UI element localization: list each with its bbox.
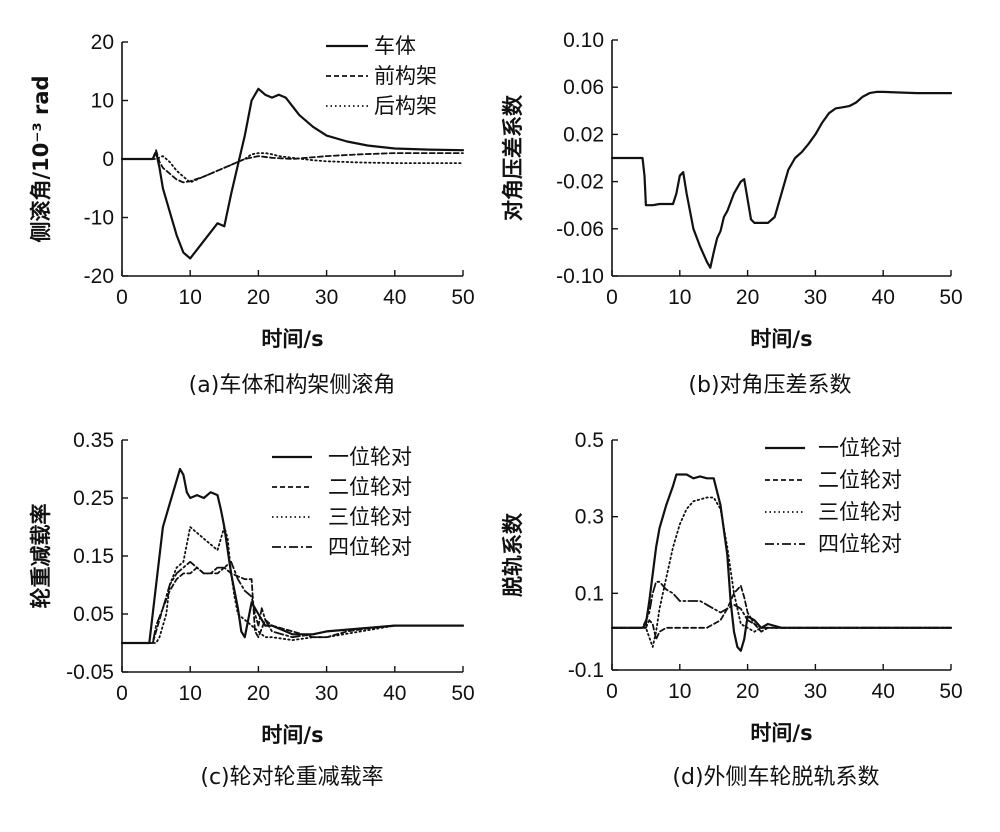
legend-label: 二位轮对 <box>328 475 412 499</box>
series-line-1 <box>120 467 465 645</box>
y-tick-label: 0.02 <box>563 123 604 146</box>
legend-label: 车体 <box>374 34 416 58</box>
x-tick-label: 50 <box>939 680 962 703</box>
x-tick-label: 30 <box>804 286 827 309</box>
x-tick-label: 50 <box>451 286 474 309</box>
y-tick-label: 0.15 <box>73 545 114 568</box>
y-axis-label: 侧滚角/10⁻³ rad <box>29 75 53 242</box>
y-tick-label: 0.25 <box>73 487 114 510</box>
y-tick-label: 20 <box>91 31 114 54</box>
y-tick-label: 0.05 <box>73 603 114 626</box>
x-tick-label: 0 <box>606 680 618 703</box>
legend-label: 三位轮对 <box>328 505 412 529</box>
y-tick-label: -0.02 <box>556 171 604 194</box>
y-axis-label: 轮重减载率 <box>29 504 53 609</box>
chart-panel-d: 0 10 20 30 40 50 0.5 0.3 0.1 -0.1 时间/s 脱轨系数 (d)外侧车轮脱… <box>501 429 963 790</box>
legend-label: 一位轮对 <box>328 445 412 469</box>
x-axis-label: 时间/s <box>261 723 323 747</box>
series-line-4 <box>611 580 952 629</box>
y-axis-label: 脱轨系数 <box>501 512 525 597</box>
legend-label: 一位轮对 <box>818 436 902 460</box>
series-line-4 <box>121 560 464 644</box>
panel-caption: (c)轮对轮重减载率 <box>200 765 383 790</box>
y-tick-label: 0.3 <box>575 506 604 529</box>
x-axis-label: 时间/s <box>261 327 323 351</box>
x-tick-label: 0 <box>606 286 618 309</box>
x-tick-label: 50 <box>939 286 962 309</box>
x-tick-label: 40 <box>383 682 406 705</box>
x-tick-label: 0 <box>116 286 128 309</box>
y-tick-label: 0.1 <box>575 582 604 605</box>
x-tick-label: 40 <box>383 286 406 309</box>
x-tick-label: 10 <box>668 286 691 309</box>
legend-label: 前构架 <box>374 64 437 88</box>
legend-label: 四位轮对 <box>818 532 902 556</box>
x-tick-label: 10 <box>179 682 202 705</box>
series-line-1 <box>610 90 953 269</box>
panel-caption: (d)外侧车轮脱轨系数 <box>672 765 879 790</box>
x-tick-label: 20 <box>736 680 759 703</box>
y-tick-label: 0.10 <box>563 29 604 52</box>
x-tick-label: 40 <box>872 286 895 309</box>
x-tick-label: 10 <box>668 680 691 703</box>
y-tick-label: 0.35 <box>73 429 114 452</box>
chart-panel-b: 0 10 20 30 40 50 0.10 0.06 0.02 -0.02 -0.06 -0.10 时间… <box>501 29 963 398</box>
y-tick-label: 0.06 <box>563 76 604 99</box>
y-axis-label: 对角压差系数 <box>501 94 525 221</box>
x-tick-label: 20 <box>736 286 759 309</box>
x-tick-label: 30 <box>804 680 827 703</box>
x-tick-label: 20 <box>247 286 270 309</box>
y-tick-label: -0.10 <box>556 265 604 288</box>
x-tick-label: 20 <box>247 682 270 705</box>
chart-panel-a: 0 10 20 30 40 50 -20 -10 0 10 20 时间/s 侧滚角/10⁻³ rad (a… <box>29 31 475 398</box>
series-line-1 <box>120 87 465 260</box>
legend-label: 二位轮对 <box>818 468 902 492</box>
legend-label: 后构架 <box>374 94 437 118</box>
panel-caption: (b)对角压差系数 <box>688 373 851 398</box>
legend-label: 三位轮对 <box>818 500 902 524</box>
x-axis-label: 时间/s <box>750 721 812 745</box>
y-tick-label: -10 <box>84 207 114 230</box>
panel-caption: (a)车体和构架侧滚角 <box>189 373 396 398</box>
chart-panel-c: 0 10 20 30 40 50 0.35 0.25 0.15 0.05 -0.05 时间/s 轮重减载… <box>29 429 475 790</box>
y-tick-label: 10 <box>91 90 114 113</box>
x-tick-label: 30 <box>315 286 338 309</box>
y-tick-label: -0.1 <box>568 659 604 682</box>
y-tick-label: -0.05 <box>66 661 114 684</box>
x-tick-label: 30 <box>315 682 338 705</box>
x-tick-label: 10 <box>179 286 202 309</box>
x-tick-label: 0 <box>116 682 128 705</box>
series-line-3 <box>121 152 464 184</box>
y-tick-label: 0 <box>102 148 114 171</box>
y-tick-label: -20 <box>84 265 114 288</box>
y-tick-label: -0.06 <box>556 218 604 241</box>
legend-label: 四位轮对 <box>328 535 412 559</box>
y-tick-label: 0.5 <box>575 429 604 452</box>
x-tick-label: 40 <box>872 680 895 703</box>
x-axis-label: 时间/s <box>750 327 812 351</box>
series-line-3 <box>611 496 952 648</box>
x-tick-label: 50 <box>451 682 474 705</box>
